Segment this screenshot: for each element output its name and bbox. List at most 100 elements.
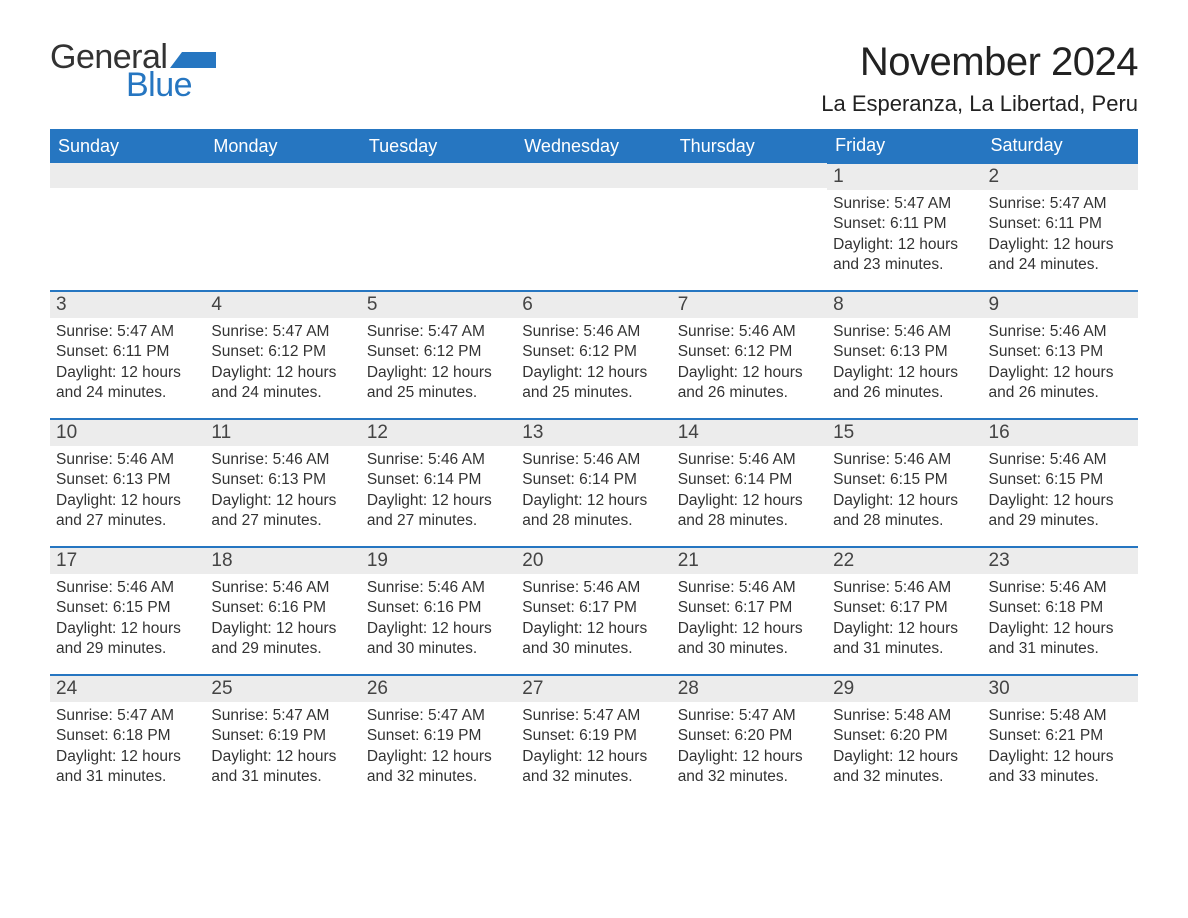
calendar-day-cell: 2Sunrise: 5:47 AMSunset: 6:11 PMDaylight… bbox=[983, 163, 1138, 291]
day-number: 10 bbox=[50, 420, 205, 446]
sunset-line: Sunset: 6:11 PM bbox=[833, 214, 976, 234]
calendar-week-row: 17Sunrise: 5:46 AMSunset: 6:15 PMDayligh… bbox=[50, 547, 1138, 675]
calendar-day-cell: 21Sunrise: 5:46 AMSunset: 6:17 PMDayligh… bbox=[672, 547, 827, 675]
daylight-line: Daylight: 12 hours and 27 minutes. bbox=[56, 491, 199, 532]
day-body: Sunrise: 5:46 AMSunset: 6:13 PMDaylight:… bbox=[827, 318, 982, 410]
calendar-day-cell: 18Sunrise: 5:46 AMSunset: 6:16 PMDayligh… bbox=[205, 547, 360, 675]
sunrise-line: Sunrise: 5:46 AM bbox=[522, 322, 665, 342]
calendar-day-cell: 12Sunrise: 5:46 AMSunset: 6:14 PMDayligh… bbox=[361, 419, 516, 547]
day-number: 17 bbox=[50, 548, 205, 574]
calendar-day-cell: 26Sunrise: 5:47 AMSunset: 6:19 PMDayligh… bbox=[361, 675, 516, 803]
day-body: Sunrise: 5:46 AMSunset: 6:18 PMDaylight:… bbox=[983, 574, 1138, 666]
calendar-day-cell: 17 Sunrise: 5:46 AMSunset: 6:15 PMDayligh… bbox=[50, 547, 205, 675]
calendar-day-cell: 4Sunrise: 5:47 AMSunset: 6:12 PMDaylight… bbox=[205, 291, 360, 419]
sunrise-line: Sunrise: 5:46 AM bbox=[56, 578, 199, 598]
sunrise-line: Sunrise: 5:48 AM bbox=[833, 706, 976, 726]
calendar-day-cell: 7Sunrise: 5:46 AMSunset: 6:12 PMDaylight… bbox=[672, 291, 827, 419]
day-number: 8 bbox=[827, 292, 982, 318]
calendar-day-cell: 16Sunrise: 5:46 AMSunset: 6:15 PMDayligh… bbox=[983, 419, 1138, 547]
calendar-week-row: 3Sunrise: 5:47 AMSunset: 6:11 PMDaylight… bbox=[50, 291, 1138, 419]
sunrise-line: Sunrise: 5:47 AM bbox=[211, 706, 354, 726]
sunset-line: Sunset: 6:13 PM bbox=[211, 470, 354, 490]
day-body: Sunrise: 5:47 AMSunset: 6:12 PMDaylight:… bbox=[361, 318, 516, 410]
sunset-line: Sunset: 6:14 PM bbox=[678, 470, 821, 490]
calendar-table: Sunday Monday Tuesday Wednesday Thursday… bbox=[50, 129, 1138, 803]
daylight-line: Daylight: 12 hours and 29 minutes. bbox=[989, 491, 1132, 532]
day-number: 21 bbox=[672, 548, 827, 574]
day-header-friday: Friday bbox=[827, 129, 982, 163]
sunset-line: Sunset: 6:11 PM bbox=[989, 214, 1132, 234]
calendar-empty-cell bbox=[205, 163, 360, 291]
calendar-day-cell: 5Sunrise: 5:47 AMSunset: 6:12 PMDaylight… bbox=[361, 291, 516, 419]
sunrise-line: Sunrise: 5:46 AM bbox=[522, 450, 665, 470]
day-number: 26 bbox=[361, 676, 516, 702]
sunset-line: Sunset: 6:16 PM bbox=[211, 598, 354, 618]
day-number: 3 bbox=[50, 292, 205, 318]
day-number: 7 bbox=[672, 292, 827, 318]
sunset-line: Sunset: 6:12 PM bbox=[367, 342, 510, 362]
brand-word2: Blue bbox=[126, 68, 216, 102]
daynum-row-empty bbox=[516, 163, 671, 188]
day-body: Sunrise: 5:47 AMSunset: 6:11 PMDaylight:… bbox=[827, 190, 982, 282]
day-number: 1 bbox=[827, 164, 982, 190]
daylight-line: Daylight: 12 hours and 26 minutes. bbox=[989, 363, 1132, 404]
daylight-line: Daylight: 12 hours and 30 minutes. bbox=[367, 619, 510, 660]
sunrise-line: Sunrise: 5:46 AM bbox=[989, 450, 1132, 470]
day-body: Sunrise: 5:47 AMSunset: 6:19 PMDaylight:… bbox=[361, 702, 516, 794]
calendar-day-cell: 28Sunrise: 5:47 AMSunset: 6:20 PMDayligh… bbox=[672, 675, 827, 803]
sunrise-line: Sunrise: 5:46 AM bbox=[989, 578, 1132, 598]
sunset-line: Sunset: 6:11 PM bbox=[56, 342, 199, 362]
day-number: 12 bbox=[361, 420, 516, 446]
calendar-header-row: Sunday Monday Tuesday Wednesday Thursday… bbox=[50, 129, 1138, 163]
day-body: Sunrise: 5:47 AMSunset: 6:20 PMDaylight:… bbox=[672, 702, 827, 794]
day-number: 15 bbox=[827, 420, 982, 446]
sunrise-line: Sunrise: 5:47 AM bbox=[56, 322, 199, 342]
day-body: Sunrise: 5:47 AMSunset: 6:19 PMDaylight:… bbox=[205, 702, 360, 794]
daynum-row-empty bbox=[361, 163, 516, 188]
location: La Esperanza, La Libertad, Peru bbox=[821, 91, 1138, 117]
calendar-week-row: 10 Sunrise: 5:46 AM Sunset: 6:13 PM Dayligh… bbox=[50, 419, 1138, 547]
daylight-line: Daylight: 12 hours and 32 minutes. bbox=[367, 747, 510, 788]
day-number: 13 bbox=[516, 420, 671, 446]
sunset-line: Sunset: 6:15 PM bbox=[833, 470, 976, 490]
calendar-body: 1Sunrise: 5:47 AMSunset: 6:11 PMDaylight… bbox=[50, 163, 1138, 803]
sunrise-line: Sunrise: 5:47 AM bbox=[367, 322, 510, 342]
day-number: 14 bbox=[672, 420, 827, 446]
day-number: 29 bbox=[827, 676, 982, 702]
day-header-monday: Monday bbox=[205, 129, 360, 163]
day-number: 22 bbox=[827, 548, 982, 574]
sunrise-line: Sunrise: 5:46 AM bbox=[211, 578, 354, 598]
sunset-line: Sunset: 6:16 PM bbox=[367, 598, 510, 618]
day-number: 25 bbox=[205, 676, 360, 702]
daylight-line: Daylight: 12 hours and 26 minutes. bbox=[678, 363, 821, 404]
sunrise-line: Sunrise: 5:48 AM bbox=[989, 706, 1132, 726]
day-number: 6 bbox=[516, 292, 671, 318]
sunrise-line: Sunrise: 5:46 AM bbox=[989, 322, 1132, 342]
sunrise-line: Sunrise: 5:46 AM bbox=[678, 450, 821, 470]
sunrise-line: Sunrise: 5:47 AM bbox=[56, 706, 199, 726]
daynum-row-empty bbox=[205, 163, 360, 188]
calendar-day-cell: 9Sunrise: 5:46 AMSunset: 6:13 PMDaylight… bbox=[983, 291, 1138, 419]
sunset-line: Sunset: 6:17 PM bbox=[522, 598, 665, 618]
sunset-line: Sunset: 6:15 PM bbox=[56, 598, 199, 618]
day-body: Sunrise: 5:47 AMSunset: 6:18 PMDaylight:… bbox=[50, 702, 205, 794]
calendar-day-cell: 30Sunrise: 5:48 AMSunset: 6:21 PMDayligh… bbox=[983, 675, 1138, 803]
day-body: Sunrise: 5:48 AMSunset: 6:21 PMDaylight:… bbox=[983, 702, 1138, 794]
calendar-day-cell: 3Sunrise: 5:47 AMSunset: 6:11 PMDaylight… bbox=[50, 291, 205, 419]
daylight-line: Daylight: 12 hours and 28 minutes. bbox=[522, 491, 665, 532]
daylight-line: Daylight: 12 hours and 32 minutes. bbox=[522, 747, 665, 788]
daynum-row-empty bbox=[672, 163, 827, 188]
calendar-day-cell: 19Sunrise: 5:46 AMSunset: 6:16 PMDayligh… bbox=[361, 547, 516, 675]
sunrise-line: Sunrise: 5:47 AM bbox=[833, 194, 976, 214]
sunrise-line: Sunrise: 5:47 AM bbox=[522, 706, 665, 726]
daylight-line: Daylight: 12 hours and 29 minutes. bbox=[56, 619, 199, 660]
day-header-saturday: Saturday bbox=[983, 129, 1138, 163]
sunrise-line: Sunrise: 5:47 AM bbox=[989, 194, 1132, 214]
title-block: November 2024 La Esperanza, La Libertad,… bbox=[821, 40, 1138, 117]
day-body: Sunrise: 5:46 AMSunset: 6:17 PMDaylight:… bbox=[516, 574, 671, 666]
sunrise-line: Sunrise: 5:46 AM bbox=[367, 450, 510, 470]
sunset-line: Sunset: 6:19 PM bbox=[367, 726, 510, 746]
day-body: Sunrise: 5:46 AMSunset: 6:12 PMDaylight:… bbox=[516, 318, 671, 410]
day-body: Sunrise: 5:48 AMSunset: 6:20 PMDaylight:… bbox=[827, 702, 982, 794]
day-number: 27 bbox=[516, 676, 671, 702]
